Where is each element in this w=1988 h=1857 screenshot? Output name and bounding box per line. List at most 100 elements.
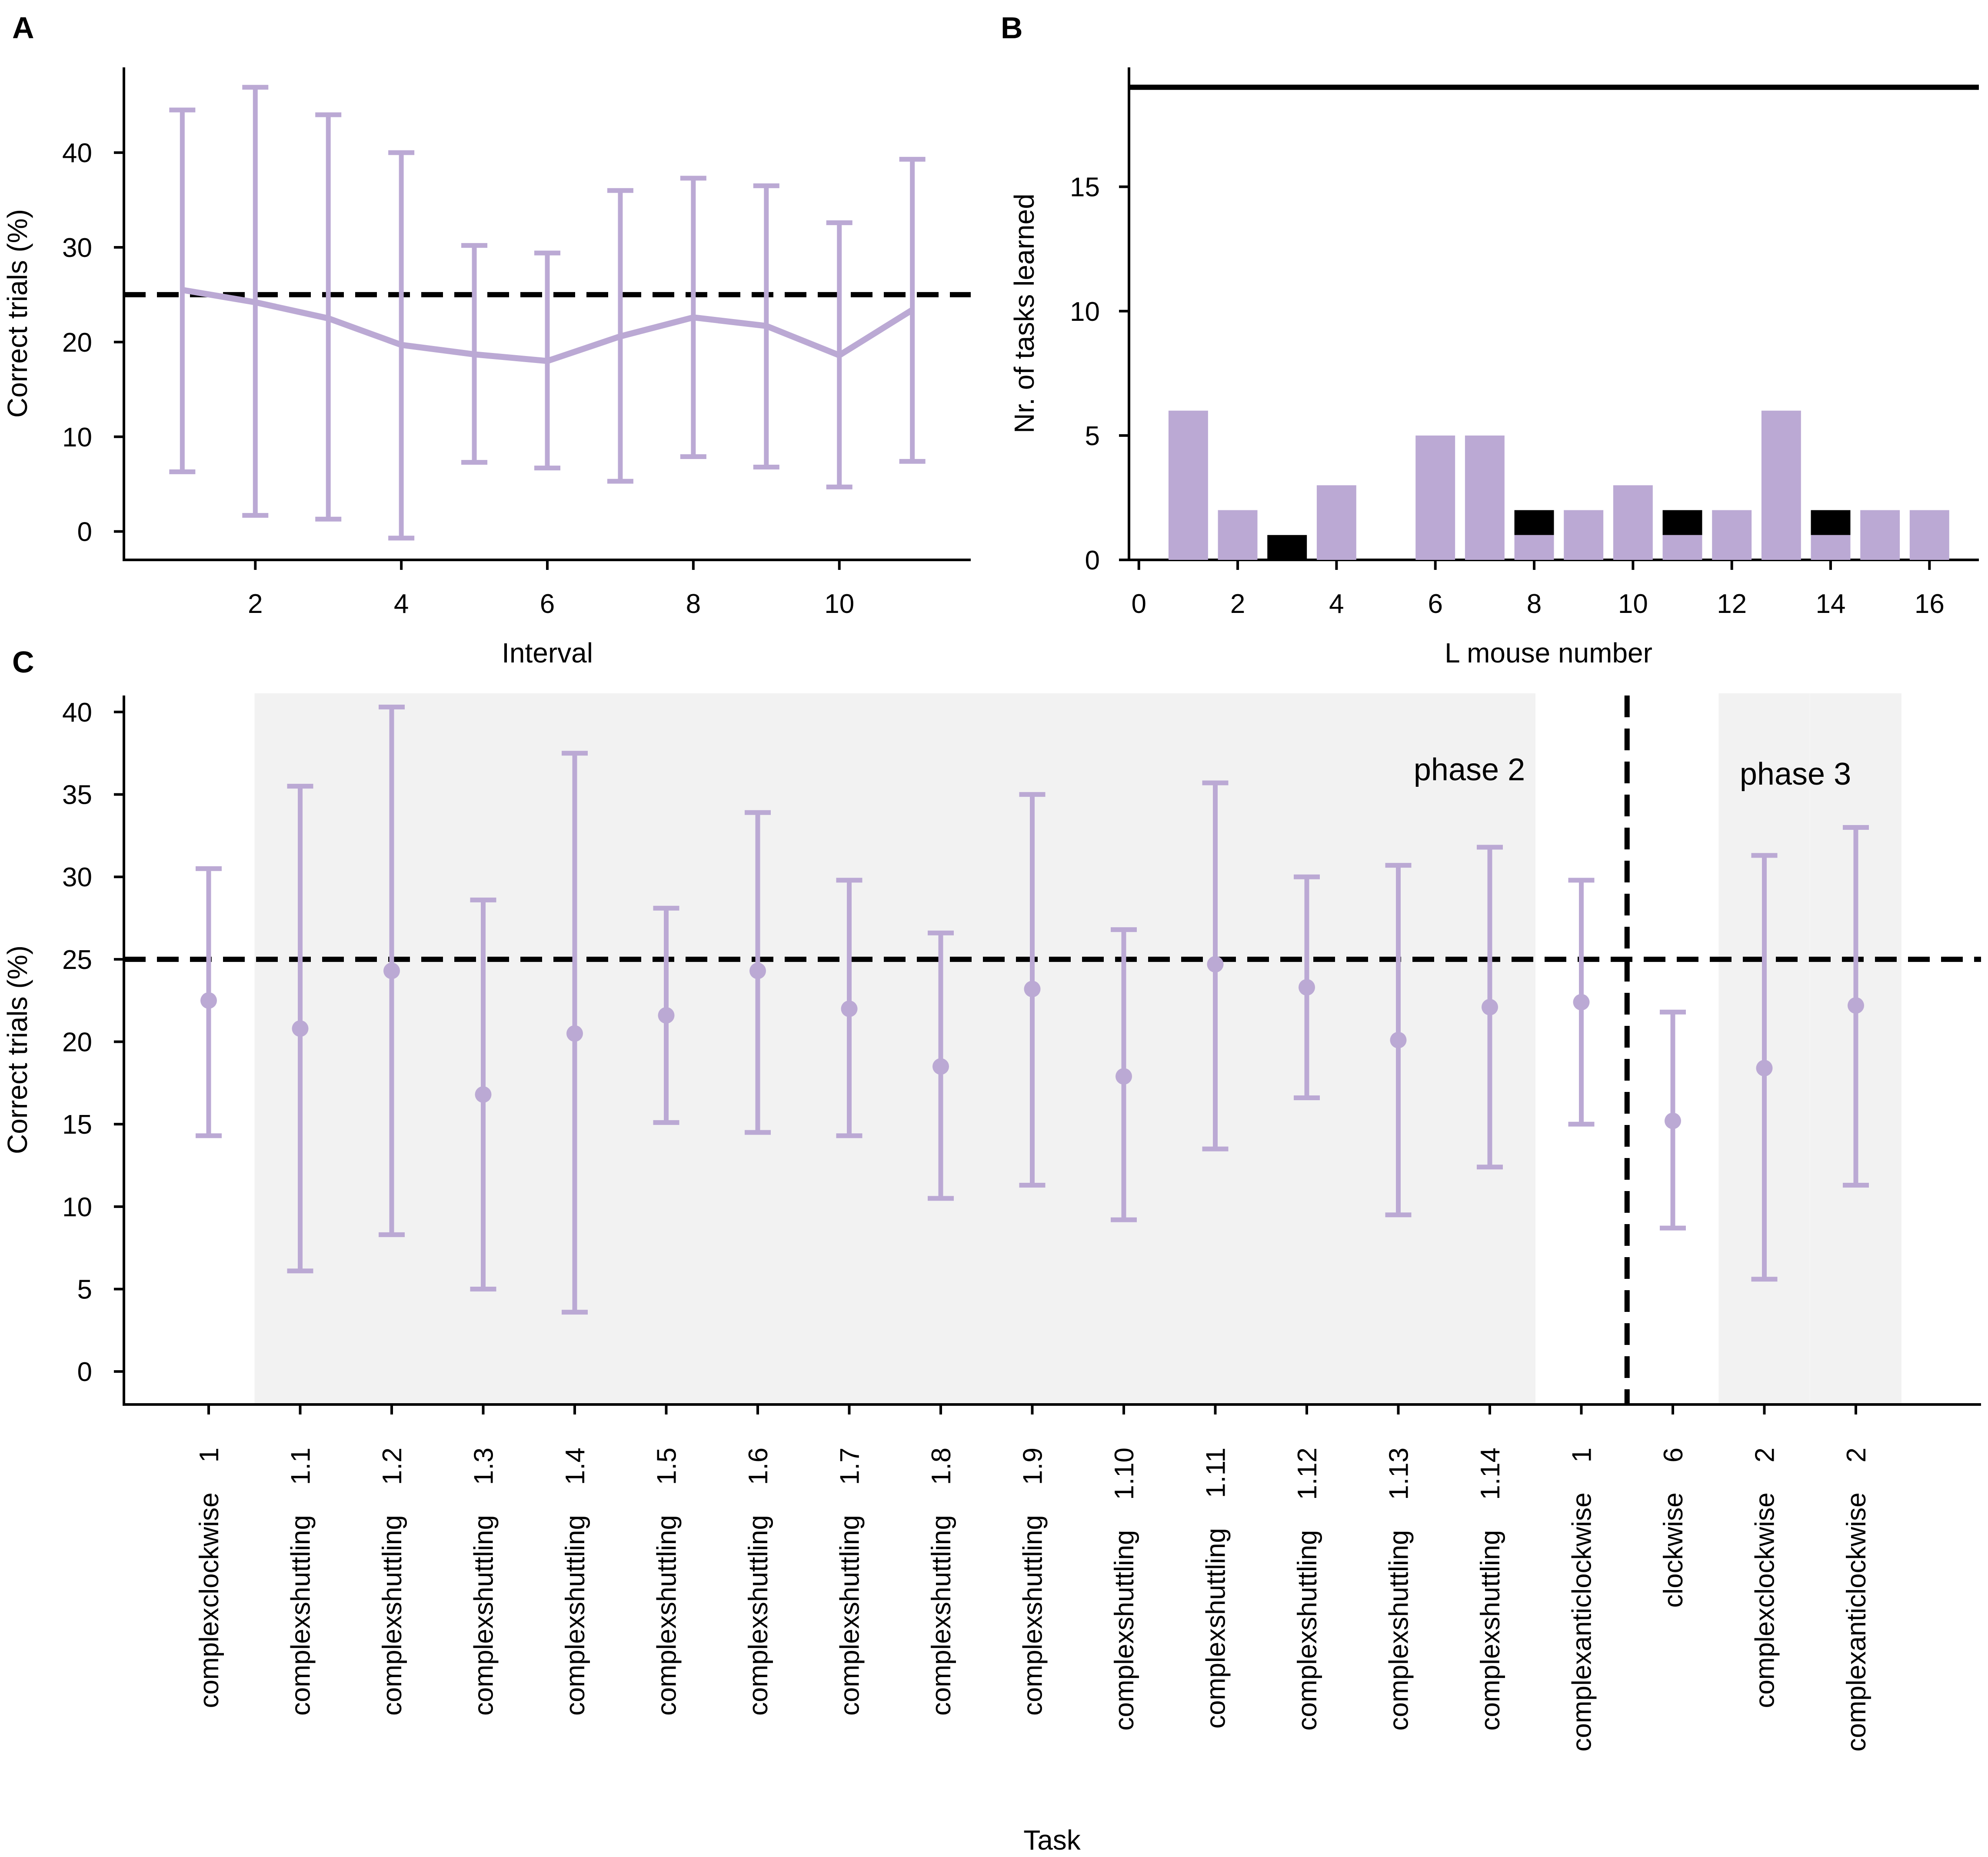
panel-b-xlabel: L mouse number xyxy=(1445,637,1652,669)
panel-b-ylabel: Nr. of tasks learned xyxy=(1009,193,1040,433)
data-point xyxy=(1573,994,1590,1011)
x-tick-label: 8 xyxy=(1527,589,1542,619)
panel-c-x-ticks: complexclockwise 1 complexshuttling 1.1 co… xyxy=(194,1404,1871,1752)
bar xyxy=(1909,510,1949,560)
y-tick-label: 10 xyxy=(62,423,92,453)
bar xyxy=(1168,410,1208,560)
bar xyxy=(1316,485,1356,560)
y-tick-label: 0 xyxy=(77,517,92,547)
bar xyxy=(1761,410,1801,560)
bar xyxy=(1712,510,1752,560)
y-tick-label: 40 xyxy=(62,698,92,728)
bar xyxy=(1811,535,1851,560)
data-point xyxy=(1482,998,1498,1015)
task-tick-label: complexshuttling 1.4 xyxy=(560,1448,590,1716)
task-tick-label: complexanticlockwise 1 xyxy=(1567,1448,1597,1752)
panel-a: A 0 10 20 30 40 2 4 6 8 10 Interval Correct tria… xyxy=(2,11,971,669)
task-tick-label: complexshuttling 1.5 xyxy=(652,1448,682,1716)
bar xyxy=(1564,510,1604,560)
data-point xyxy=(1299,979,1315,996)
task-tick-label: complexshuttling 1.14 xyxy=(1475,1448,1505,1731)
y-tick-label: 0 xyxy=(77,1357,92,1387)
panel-a-x-ticks: 2 4 6 8 10 xyxy=(248,560,854,619)
panel-c-xlabel: Task xyxy=(1023,1824,1081,1856)
panel-a-y-ticks: 0 10 20 30 40 xyxy=(62,138,124,547)
task-tick-label: complexshuttling 1.2 xyxy=(377,1448,407,1716)
task-tick-label: complexclockwise 2 xyxy=(1750,1448,1780,1708)
x-tick-label: 2 xyxy=(1230,589,1245,619)
x-tick-label: 10 xyxy=(824,589,854,619)
bar-stacked-black xyxy=(1811,510,1851,535)
x-tick-label: 10 xyxy=(1618,589,1648,619)
bar xyxy=(1860,510,1900,560)
x-tick-label: 14 xyxy=(1816,589,1846,619)
bar-stacked-black xyxy=(1514,510,1554,535)
y-tick-label: 25 xyxy=(62,945,92,975)
panel-a-ylabel: Correct trials (%) xyxy=(2,209,33,418)
task-tick-label: clockwise 6 xyxy=(1658,1448,1688,1608)
panel-c-y-ticks: 0 5 10 15 20 25 30 35 40 xyxy=(62,698,124,1387)
task-tick-label: complexshuttling 1.1 xyxy=(286,1448,316,1716)
data-point xyxy=(1756,1060,1773,1077)
task-tick-label: complexshuttling 1.11 xyxy=(1201,1448,1231,1729)
bar xyxy=(1613,485,1653,560)
data-point xyxy=(1665,1112,1681,1129)
panel-a-xlabel: Interval xyxy=(502,637,593,669)
y-tick-label: 30 xyxy=(62,862,92,892)
bar xyxy=(1218,510,1258,560)
task-tick-label: complexshuttling 1.3 xyxy=(469,1448,499,1716)
y-tick-label: 0 xyxy=(1085,546,1100,576)
phase-3-annotation: phase 3 xyxy=(1740,757,1851,792)
bar-stacked-black xyxy=(1662,510,1702,535)
panel-c-shaded-regions xyxy=(254,693,1901,1404)
y-tick-label: 5 xyxy=(1085,421,1100,451)
x-tick-label: 6 xyxy=(540,589,555,619)
y-tick-label: 30 xyxy=(62,233,92,263)
data-point xyxy=(1390,1032,1407,1048)
task-tick-label: complexshuttling 1.13 xyxy=(1384,1448,1414,1731)
y-tick-label: 10 xyxy=(62,1192,92,1222)
bar xyxy=(1662,535,1702,560)
data-point xyxy=(1207,956,1224,973)
panel-a-error-bars xyxy=(169,85,926,541)
y-tick-label: 15 xyxy=(1070,173,1100,203)
task-tick-label: complexshuttling 1.12 xyxy=(1292,1448,1322,1731)
data-point xyxy=(658,1007,675,1024)
y-tick-label: 40 xyxy=(62,138,92,168)
x-tick-label: 4 xyxy=(394,589,409,619)
y-tick-label: 35 xyxy=(62,780,92,810)
task-tick-label: complexshuttling 1.9 xyxy=(1018,1448,1048,1716)
panel-a-series-line xyxy=(182,287,914,364)
data-point xyxy=(292,1020,309,1037)
data-point xyxy=(932,1058,949,1075)
bar-stacked-black xyxy=(1267,535,1307,560)
data-point xyxy=(475,1086,492,1103)
panel-a-letter: A xyxy=(12,11,34,45)
y-tick-label: 20 xyxy=(62,1028,92,1058)
bar xyxy=(1514,535,1554,560)
task-tick-label: complexshuttling 1.8 xyxy=(926,1448,956,1716)
task-tick-label: complexshuttling 1.6 xyxy=(743,1448,773,1716)
bar xyxy=(1415,435,1455,560)
data-point xyxy=(1848,997,1864,1014)
x-tick-label: 4 xyxy=(1329,589,1344,619)
x-tick-label: 12 xyxy=(1717,589,1747,619)
panel-b-x-ticks: 0 2 4 6 8 10 12 14 16 xyxy=(1131,560,1945,619)
x-tick-label: 16 xyxy=(1915,589,1945,619)
panel-b: B 0 5 10 15 0 2 4 6 8 10 12 14 16 L mouse number Nr… xyxy=(1001,11,1979,669)
data-point xyxy=(566,1025,583,1042)
shaded-region xyxy=(254,693,1535,1404)
data-point xyxy=(1024,981,1041,998)
panel-c-letter: C xyxy=(12,645,34,679)
data-point xyxy=(383,962,400,979)
panel-b-bars xyxy=(1168,410,1949,560)
x-tick-label: 2 xyxy=(248,589,263,619)
task-tick-label: complexshuttling 1.10 xyxy=(1109,1448,1139,1731)
x-tick-label: 0 xyxy=(1131,589,1146,619)
data-point xyxy=(200,992,217,1009)
x-tick-label: 8 xyxy=(686,589,701,619)
y-tick-label: 15 xyxy=(62,1110,92,1140)
y-tick-label: 10 xyxy=(1070,297,1100,327)
